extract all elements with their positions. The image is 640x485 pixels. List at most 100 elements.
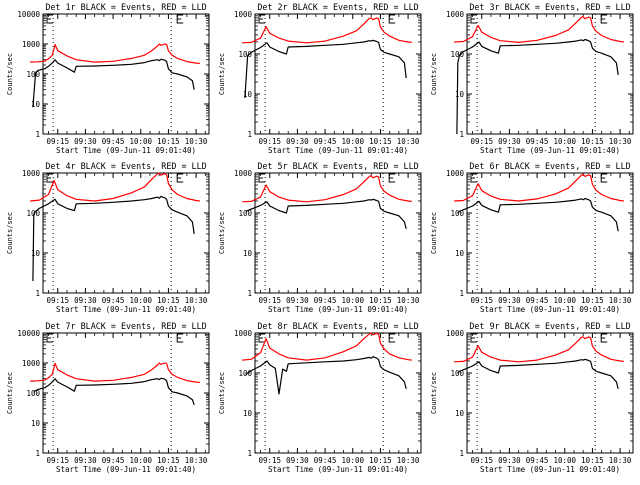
y-tick-label: 10 [31, 419, 41, 428]
x-axis-label: Start Time (09-Jun-11 09:01:40) [480, 465, 620, 474]
x-tick-label: 10:30 [609, 456, 632, 465]
plot-frame [254, 13, 422, 135]
x-tick-label: 09:30 [74, 456, 97, 465]
lld-series-line [454, 16, 624, 44]
y-tick-label: 1 [247, 449, 252, 458]
chart-title: Det 9r BLACK = Events, RED = LLD [469, 321, 630, 331]
chart-panel: Det 5r BLACK = Events, RED = LLD 1 10 100 10… [218, 161, 422, 314]
y-axis-label: Counts/sec [218, 53, 226, 95]
y-axis-label: Counts/sec [6, 53, 14, 95]
y-tick-label: 10000 [17, 329, 40, 338]
y-axis-label: Counts/sec [430, 53, 438, 95]
x-axis-label: Start Time (09-Jun-11 09:01:40) [480, 146, 620, 155]
e-marker [600, 173, 608, 183]
e-marker [258, 333, 265, 343]
x-tick-label: 10:15 [581, 296, 604, 305]
lld-series-line [30, 172, 200, 202]
x-tick-label: 10:00 [129, 137, 152, 146]
x-tick-label: 09:30 [74, 137, 97, 146]
e-marker [176, 333, 184, 343]
e-marker [176, 173, 184, 183]
y-tick-label: 1000 [22, 359, 41, 368]
x-tick-label: 09:30 [498, 456, 521, 465]
y-tick-label: 1 [459, 130, 464, 139]
events-series-line [244, 39, 407, 98]
y-axis-label: Counts/sec [6, 372, 14, 414]
x-tick-label: 10:30 [609, 137, 632, 146]
y-axis-label: Counts/sec [430, 212, 438, 254]
e-marker [470, 173, 477, 183]
x-tick-label: 10:15 [369, 137, 392, 146]
x-tick-label: 10:15 [369, 296, 392, 305]
y-tick-label: 1 [247, 130, 252, 139]
lld-series-line [30, 362, 200, 383]
plot-frame [466, 172, 634, 294]
x-tick-label: 10:30 [397, 137, 420, 146]
y-tick-label: 100 [238, 369, 252, 378]
x-tick-label: 10:30 [397, 456, 420, 465]
x-tick-label: 09:15 [470, 137, 493, 146]
lld-series-line [242, 17, 412, 44]
y-axis-label: Counts/sec [218, 212, 226, 254]
y-tick-label: 100 [238, 50, 252, 59]
lld-series-line [454, 336, 624, 363]
events-series-line [457, 197, 619, 232]
y-tick-label: 10000 [17, 10, 40, 19]
y-tick-label: 10 [243, 249, 253, 258]
y-tick-label: 10 [455, 409, 465, 418]
x-tick-label: 09:45 [526, 456, 549, 465]
y-tick-label: 100 [450, 209, 464, 218]
plot-frame [254, 172, 422, 294]
y-tick-label: 1000 [234, 169, 253, 178]
x-tick-label: 10:15 [369, 456, 392, 465]
y-tick-label: 1000 [234, 10, 253, 19]
x-tick-label: 09:15 [258, 296, 281, 305]
chart-title: Det 8r BLACK = Events, RED = LLD [257, 321, 418, 331]
x-tick-label: 10:00 [341, 296, 364, 305]
e-marker [388, 14, 396, 24]
chart-title: Det 1r BLACK = Events, RED = LLD [45, 2, 206, 12]
e-marker [600, 333, 608, 343]
x-tick-label: 10:30 [185, 137, 208, 146]
x-tick-label: 10:30 [185, 456, 208, 465]
chart-panel: Det 6r BLACK = Events, RED = LLD 1 10 100 10… [430, 161, 634, 314]
y-tick-label: 100 [26, 70, 40, 79]
plot-frame [466, 332, 634, 454]
y-tick-label: 1 [459, 289, 464, 298]
e-marker [470, 333, 477, 343]
x-axis-label: Start Time (09-Jun-11 09:01:40) [480, 305, 620, 314]
x-tick-label: 09:45 [314, 296, 337, 305]
y-axis-label: Counts/sec [430, 372, 438, 414]
x-tick-label: 10:15 [581, 456, 604, 465]
x-tick-label: 10:30 [609, 296, 632, 305]
plot-frame [42, 13, 210, 135]
e-marker [46, 333, 53, 343]
x-tick-label: 10:00 [553, 137, 576, 146]
plot-frame [42, 172, 210, 294]
x-axis-label: Start Time (09-Jun-11 09:01:40) [56, 305, 196, 314]
y-tick-label: 1000 [234, 329, 253, 338]
chart-title: Det 6r BLACK = Events, RED = LLD [469, 161, 630, 171]
lld-series-line [242, 175, 412, 203]
y-tick-label: 100 [26, 209, 40, 218]
y-tick-label: 10 [243, 409, 253, 418]
x-tick-label: 09:30 [74, 296, 97, 305]
y-tick-label: 1000 [446, 329, 465, 338]
plot-frame [466, 13, 634, 135]
e-marker [258, 173, 265, 183]
events-series-line [32, 195, 195, 282]
x-tick-label: 10:15 [157, 296, 180, 305]
y-tick-label: 1000 [22, 169, 41, 178]
chart-title: Det 2r BLACK = Events, RED = LLD [257, 2, 418, 12]
x-tick-label: 09:45 [314, 137, 337, 146]
x-tick-label: 09:30 [286, 456, 309, 465]
events-series-line [456, 38, 619, 135]
x-tick-label: 10:00 [129, 456, 152, 465]
y-tick-label: 10 [455, 90, 465, 99]
events-series-line [33, 377, 195, 406]
y-tick-label: 100 [450, 50, 464, 59]
y-tick-label: 10 [243, 90, 253, 99]
x-axis-label: Start Time (09-Jun-11 09:01:40) [268, 305, 408, 314]
lld-series-line [242, 332, 412, 361]
events-series-line [32, 58, 195, 107]
